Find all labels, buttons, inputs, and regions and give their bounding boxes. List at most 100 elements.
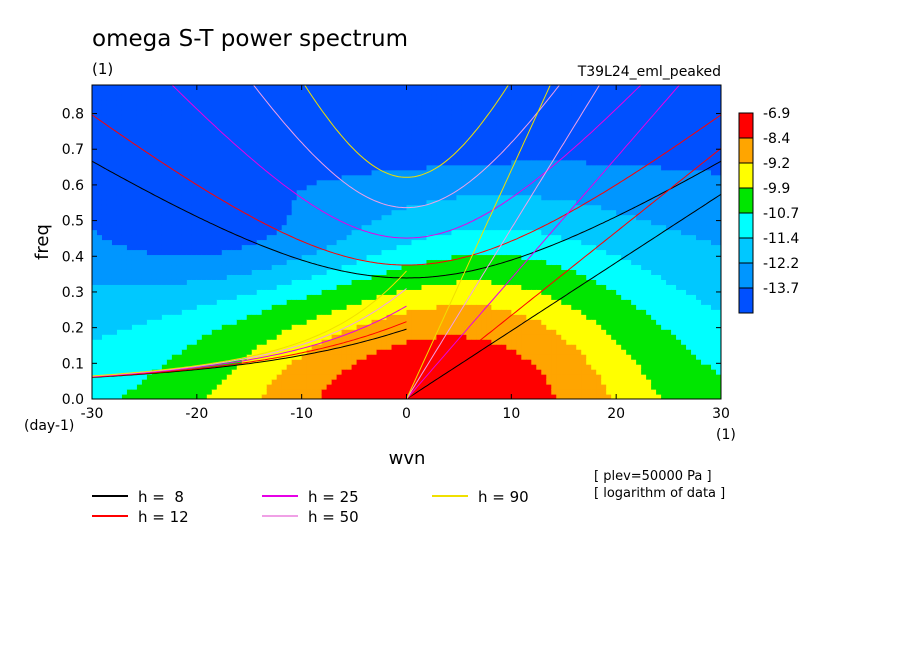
spectrum-cell — [166, 214, 173, 221]
spectrum-cell — [436, 199, 443, 206]
spectrum-cell — [366, 234, 373, 241]
spectrum-cell — [196, 204, 203, 211]
spectrum-cell — [336, 154, 343, 161]
spectrum-cell — [271, 149, 278, 156]
spectrum-cell — [241, 159, 248, 166]
spectrum-cell — [366, 214, 373, 221]
spectrum-cell — [106, 329, 113, 335]
spectrum-cell — [301, 269, 308, 275]
spectrum-cell — [331, 164, 338, 171]
spectrum-cell — [291, 369, 298, 375]
spectrum-cell — [216, 314, 223, 320]
spectrum-cell — [331, 109, 338, 116]
spectrum-cell — [236, 109, 243, 116]
spectrum-cell — [396, 339, 403, 345]
spectrum-cell — [326, 154, 333, 161]
spectrum-cell — [441, 294, 448, 300]
spectrum-cell — [206, 359, 213, 365]
spectrum-cell — [346, 229, 353, 236]
spectrum-cell — [466, 279, 472, 285]
spectrum-cell — [346, 149, 353, 156]
spectrum-cell — [261, 159, 268, 166]
spectrum-cell — [306, 184, 313, 191]
spectrum-cell — [381, 134, 388, 141]
spectrum-cell — [92, 154, 98, 161]
spectrum-cell — [296, 154, 303, 161]
spectrum-cell — [396, 314, 403, 320]
spectrum-cell — [186, 139, 193, 146]
spectrum-cell — [116, 289, 123, 295]
spectrum-cell — [121, 384, 128, 390]
spectrum-cell — [421, 254, 428, 261]
spectrum-cell — [346, 174, 353, 181]
spectrum-cell — [126, 319, 133, 325]
spectrum-cell — [181, 374, 188, 380]
spectrum-cell — [386, 324, 393, 330]
spectrum-cell — [131, 329, 138, 335]
spectrum-cell — [466, 229, 472, 236]
spectrum-cell — [351, 309, 358, 315]
spectrum-cell — [381, 104, 388, 111]
spectrum-cell — [226, 224, 233, 231]
spectrum-cell — [196, 319, 203, 325]
spectrum-cell — [341, 149, 348, 156]
spectrum-cell — [201, 85, 208, 91]
spectrum-cell — [186, 264, 193, 271]
spectrum-cell — [481, 104, 487, 111]
spectrum-cell — [211, 329, 218, 335]
spectrum-cell — [111, 334, 118, 340]
spectrum-cell — [281, 114, 288, 121]
spectrum-cell — [476, 224, 482, 231]
spectrum-cell — [146, 394, 153, 399]
spectrum-cell — [391, 174, 398, 181]
spectrum-cell — [346, 279, 353, 285]
spectrum-cell — [301, 309, 308, 315]
spectrum-cell — [441, 94, 448, 101]
spectrum-cell — [116, 184, 123, 191]
spectrum-cell — [111, 124, 118, 131]
spectrum-cell — [251, 274, 258, 280]
spectrum-cell — [136, 154, 143, 161]
spectrum-cell — [261, 189, 268, 196]
spectrum-cell — [196, 274, 203, 280]
spectrum-cell — [456, 329, 463, 335]
spectrum-cell — [271, 304, 278, 310]
spectrum-cell — [476, 234, 482, 241]
spectrum-cell — [441, 219, 448, 226]
spectrum-cell — [401, 99, 408, 106]
spectrum-cell — [276, 174, 283, 181]
spectrum-cell — [176, 199, 183, 206]
spectrum-cell — [456, 204, 463, 211]
spectrum-cell — [371, 359, 378, 365]
spectrum-cell — [326, 209, 333, 216]
spectrum-cell — [366, 139, 373, 146]
spectrum-cell — [246, 309, 253, 315]
spectrum-cell — [251, 164, 258, 171]
spectrum-cell — [231, 334, 238, 340]
spectrum-cell — [196, 304, 203, 310]
spectrum-cell — [461, 274, 467, 280]
spectrum-cell — [311, 284, 318, 290]
spectrum-cell — [451, 324, 458, 330]
spectrum-cell — [141, 269, 148, 275]
spectrum-cell — [436, 339, 443, 345]
spectrum-cell — [286, 329, 293, 335]
spectrum-cell — [191, 89, 198, 96]
spectrum-cell — [116, 129, 123, 136]
spectrum-cell — [136, 199, 143, 206]
spectrum-cell — [436, 179, 443, 186]
spectrum-cell — [341, 284, 348, 290]
spectrum-cell — [446, 159, 453, 166]
spectrum-cell — [151, 284, 158, 290]
spectrum-cell — [321, 129, 328, 136]
spectrum-cell — [191, 209, 198, 216]
spectrum-cell — [311, 394, 318, 399]
spectrum-cell — [196, 159, 203, 166]
spectrum-cell — [381, 159, 388, 166]
spectrum-cell — [446, 124, 453, 131]
spectrum-cell — [261, 119, 268, 126]
spectrum-cell — [421, 289, 428, 295]
spectrum-cell — [221, 339, 228, 345]
spectrum-cell — [226, 179, 233, 186]
spectrum-cell — [111, 154, 118, 161]
